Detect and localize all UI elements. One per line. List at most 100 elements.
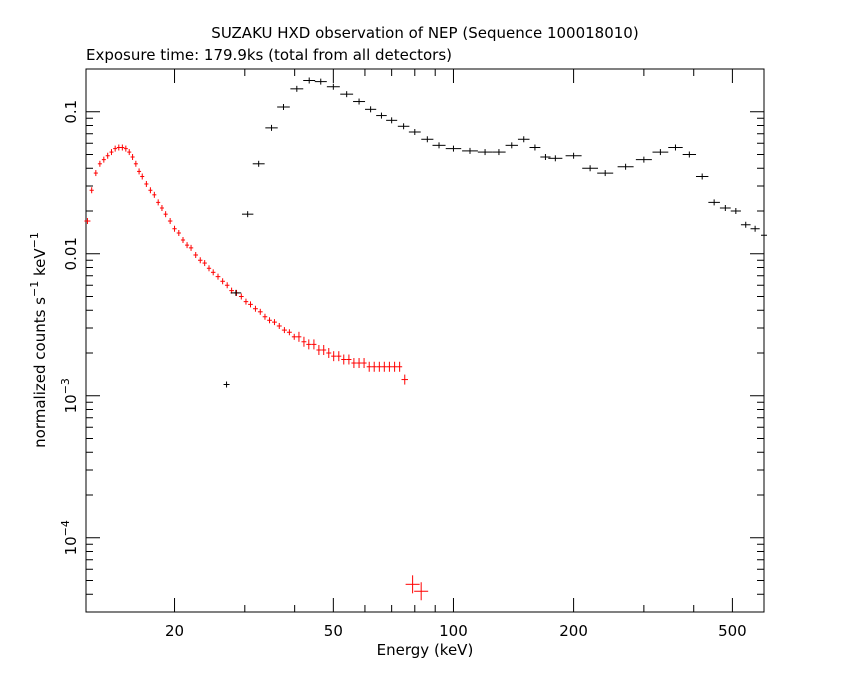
x-tick-label: 100 bbox=[439, 622, 468, 640]
data-point bbox=[137, 168, 142, 175]
data-point bbox=[366, 361, 372, 372]
data-point bbox=[144, 180, 149, 187]
data-point bbox=[376, 112, 387, 119]
data-point bbox=[386, 117, 398, 124]
plot-frame bbox=[85, 68, 765, 613]
y-axis-label: normalized counts s−1 keV−1 bbox=[28, 232, 49, 448]
data-point bbox=[321, 344, 327, 355]
data-point bbox=[224, 282, 230, 289]
data-point bbox=[206, 265, 212, 272]
data-point bbox=[262, 313, 268, 320]
data-point bbox=[116, 144, 121, 151]
data-point bbox=[272, 319, 277, 326]
chart-title: SUZAKU HXD observation of NEP (Sequence … bbox=[211, 24, 638, 42]
data-point bbox=[635, 156, 652, 163]
data-point bbox=[286, 329, 292, 336]
data-point bbox=[351, 358, 357, 369]
data-point bbox=[290, 85, 304, 92]
data-point bbox=[750, 225, 760, 232]
data-point bbox=[314, 78, 327, 85]
data-point bbox=[397, 123, 410, 130]
data-point bbox=[326, 348, 332, 359]
data-point bbox=[101, 156, 106, 163]
y-tick-label: 0.01 bbox=[62, 237, 80, 270]
data-point bbox=[408, 129, 421, 136]
data-point bbox=[548, 155, 563, 162]
data-point bbox=[130, 154, 135, 161]
data-point bbox=[113, 145, 118, 152]
data-point bbox=[140, 173, 145, 180]
data-point bbox=[243, 298, 249, 305]
data-point bbox=[220, 278, 225, 285]
data-point bbox=[617, 163, 634, 170]
data-point bbox=[340, 91, 354, 98]
data-point bbox=[326, 83, 340, 90]
data-point bbox=[89, 187, 94, 194]
data-point bbox=[267, 317, 272, 324]
data-point bbox=[341, 354, 347, 365]
data-point bbox=[97, 160, 102, 167]
data-point bbox=[381, 361, 387, 372]
data-point bbox=[93, 170, 98, 177]
data-point bbox=[84, 218, 91, 225]
data-point bbox=[185, 242, 190, 249]
data-point bbox=[241, 211, 254, 218]
data-point bbox=[148, 187, 153, 194]
data-point bbox=[156, 199, 161, 206]
y-tick-label: 10−3 bbox=[59, 378, 80, 413]
data-point bbox=[719, 204, 731, 211]
data-point bbox=[281, 327, 287, 334]
axis-ticks bbox=[86, 68, 765, 613]
data-point bbox=[291, 333, 297, 340]
data-point bbox=[652, 149, 669, 156]
data-point bbox=[303, 77, 316, 84]
data-point bbox=[761, 232, 767, 239]
data-point bbox=[276, 322, 282, 329]
data-point bbox=[565, 152, 582, 159]
data-point bbox=[708, 199, 720, 206]
data-point bbox=[695, 173, 709, 180]
data-point bbox=[540, 154, 551, 161]
data-point bbox=[401, 374, 409, 385]
data-point bbox=[682, 151, 697, 158]
data-point bbox=[730, 208, 741, 215]
data-point bbox=[301, 336, 307, 347]
x-tick-label: 500 bbox=[718, 622, 747, 640]
data-point bbox=[252, 160, 265, 167]
data-point bbox=[159, 204, 164, 211]
data-point bbox=[421, 136, 434, 143]
data-point bbox=[353, 98, 366, 105]
data-point bbox=[230, 289, 242, 296]
data-point bbox=[346, 354, 352, 365]
data-point bbox=[386, 361, 392, 372]
x-axis-label: Energy (keV) bbox=[377, 641, 474, 659]
data-point bbox=[215, 273, 221, 280]
data-point bbox=[248, 301, 253, 308]
data-point bbox=[188, 244, 194, 251]
data-point bbox=[392, 361, 398, 372]
data-point bbox=[311, 339, 317, 350]
data-point bbox=[517, 136, 530, 143]
data-point bbox=[238, 293, 244, 300]
data-point bbox=[277, 104, 290, 111]
data-point bbox=[105, 152, 110, 159]
data-point bbox=[176, 229, 181, 236]
data-point bbox=[133, 160, 138, 167]
data-point bbox=[432, 142, 446, 149]
data-point bbox=[336, 351, 342, 362]
x-tick-label: 20 bbox=[165, 622, 184, 640]
data-point bbox=[582, 165, 599, 172]
data-point bbox=[529, 144, 541, 151]
data-point bbox=[306, 339, 312, 350]
data-point bbox=[152, 191, 157, 198]
data-points bbox=[84, 77, 767, 601]
data-point bbox=[123, 145, 128, 152]
data-point bbox=[316, 344, 322, 355]
x-tick-label: 50 bbox=[324, 622, 343, 640]
data-point bbox=[167, 218, 173, 225]
data-point bbox=[198, 257, 203, 264]
data-point bbox=[492, 149, 506, 156]
data-point bbox=[120, 144, 125, 151]
data-point bbox=[265, 124, 278, 131]
